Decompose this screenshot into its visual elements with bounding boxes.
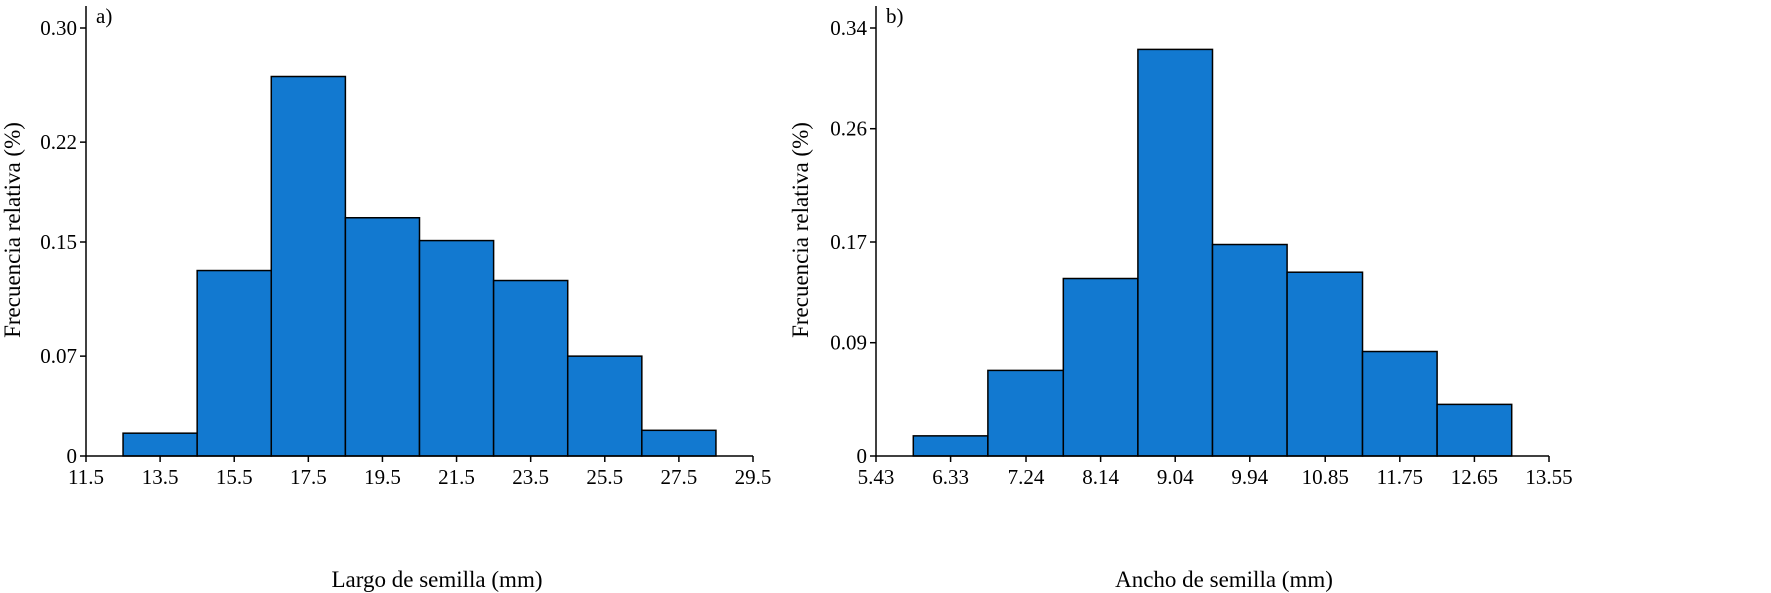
bar-b-5 [1211, 243, 1288, 457]
y-tick-label-b-2: 0.09 [830, 331, 867, 355]
x-tick-label-a-10: 29.5 [735, 465, 772, 489]
x-tick-label-b-8: 11.75 [1377, 465, 1423, 489]
panel-label-a: a) [96, 4, 112, 28]
x-tick-label-b-3: 7.24 [1008, 465, 1045, 489]
x-tick-label-a-5: 19.5 [364, 465, 401, 489]
bars-b [912, 48, 1513, 457]
y-tick-label-a-2: 0.07 [40, 344, 77, 368]
x-ticks-b: 5.43 6.33 7.24 8.14 9.04 9.94 10.85 11.75 12.65 1… [858, 456, 1573, 489]
bar-b-2 [987, 369, 1065, 457]
y-tick-label-b-4: 0.26 [830, 117, 867, 141]
bar-a-8 [641, 429, 717, 457]
bar-b-6 [1286, 271, 1364, 457]
x-tick-label-b-9: 12.65 [1451, 465, 1498, 489]
bar-b-4 [1137, 48, 1214, 457]
histogram-seed-length: a) Frecuencia relativa (%) Largo de semi… [0, 4, 771, 592]
histogram-seed-width: b) Frecuencia relativa (%) Ancho de semi… [788, 4, 1573, 592]
y-tick-label-a-5: 0.30 [40, 16, 77, 40]
x-tick-label-a-1: 11.5 [68, 465, 104, 489]
bar-a-2 [196, 269, 273, 457]
y-axis-title-a: Frecuencia relativa (%) [0, 122, 25, 338]
panel-label-b: b) [886, 4, 904, 28]
x-tick-label-a-7: 23.5 [512, 465, 549, 489]
y-ticks-b: 0 0.09 0.17 0.26 0.34 [830, 16, 876, 468]
bar-a-7 [566, 355, 643, 457]
y-axis-title-b: Frecuencia relativa (%) [788, 122, 813, 338]
bar-a-5 [418, 239, 495, 457]
x-tick-label-b-5: 9.04 [1157, 465, 1194, 489]
x-tick-label-b-4: 8.14 [1082, 465, 1119, 489]
x-tick-label-b-7: 10.85 [1302, 465, 1349, 489]
bar-b-1 [912, 435, 989, 457]
x-tick-label-b-10: 13.55 [1525, 465, 1572, 489]
x-tick-label-a-3: 15.5 [216, 465, 253, 489]
x-tick-label-b-2: 6.33 [932, 465, 969, 489]
y-tick-label-a-4: 0.22 [40, 130, 77, 154]
x-tick-label-a-9: 27.5 [661, 465, 698, 489]
y-tick-label-a-3: 0.15 [40, 230, 77, 254]
bar-a-3 [270, 75, 347, 457]
y-ticks-a: 0 0.07 0.15 0.22 0.30 [40, 16, 86, 468]
bar-a-6 [492, 279, 569, 457]
y-tick-label-a-1: 0 [67, 444, 78, 468]
bar-a-4 [344, 216, 421, 457]
x-tick-label-b-6: 9.94 [1231, 465, 1268, 489]
bar-a-1 [122, 432, 198, 457]
x-ticks-a: 11.5 13.5 15.5 17.5 19.5 21.5 23.5 25.5 27.5 29.5 [68, 456, 771, 489]
x-tick-label-a-6: 21.5 [438, 465, 475, 489]
bar-b-3 [1062, 277, 1139, 457]
x-tick-label-a-8: 25.5 [586, 465, 623, 489]
bar-b-7 [1361, 350, 1438, 457]
x-tick-label-b-1: 5.43 [858, 465, 895, 489]
y-tick-label-b-1: 0 [857, 444, 868, 468]
x-tick-label-a-2: 13.5 [142, 465, 179, 489]
bars-a [122, 75, 717, 457]
bar-b-8 [1436, 403, 1513, 457]
y-tick-label-b-5: 0.34 [830, 16, 867, 40]
x-axis-title-b: Ancho de semilla (mm) [1115, 567, 1333, 592]
y-tick-label-b-3: 0.17 [830, 230, 867, 254]
x-axis-title-a: Largo de semilla (mm) [332, 567, 543, 592]
x-tick-label-a-4: 17.5 [290, 465, 327, 489]
